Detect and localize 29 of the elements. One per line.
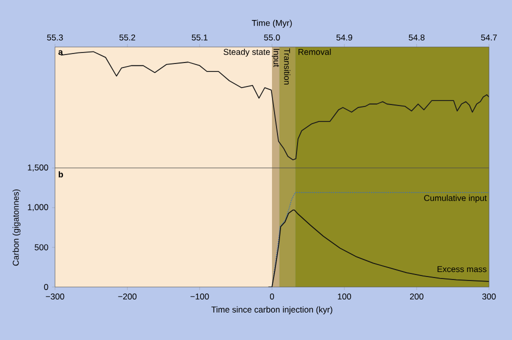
x-tick-label: 200 <box>410 294 424 300</box>
x-tick-label: 100 <box>338 294 352 300</box>
band-label: Steady state <box>224 48 270 57</box>
x-tick-label: 0 <box>270 294 274 300</box>
y-axis-title: Carbon (gigatonnes) <box>12 189 20 266</box>
series-label: Cumulative input <box>424 194 487 203</box>
x-tick-label: 55.1 <box>192 34 208 40</box>
x-axis-title: Time since carbon injection (kyr) <box>211 306 332 314</box>
annotation: a <box>58 50 63 55</box>
annotation: b <box>58 171 64 178</box>
x-tick-label: 55.2 <box>119 34 136 40</box>
series-label: Excess mass <box>438 266 486 272</box>
x-tick-label: 54.7 <box>481 34 497 40</box>
y-tick-label: 0 <box>44 284 48 290</box>
x-tick-label: −100 <box>190 294 209 300</box>
x-tick-label: 54.9 <box>336 34 352 40</box>
y-tick-label: 1,000 <box>28 204 48 212</box>
x-tick-label: 300 <box>482 294 496 300</box>
band-label: Input <box>272 48 280 67</box>
x-tick-label: −200 <box>118 294 137 300</box>
x-tick-label: 54.8 <box>408 34 425 40</box>
y-tick-label: 500 <box>34 244 48 250</box>
x-tick-label: 55.3 <box>47 34 63 40</box>
x-tick-label: −300 <box>46 294 64 300</box>
band-label: Removal <box>298 48 331 55</box>
x-tick-label: 55.0 <box>264 34 280 40</box>
band-label: Transition <box>284 48 290 85</box>
y-tick-label: 1,500 <box>28 164 48 172</box>
x-axis-title: Time (Myr) <box>252 20 292 28</box>
